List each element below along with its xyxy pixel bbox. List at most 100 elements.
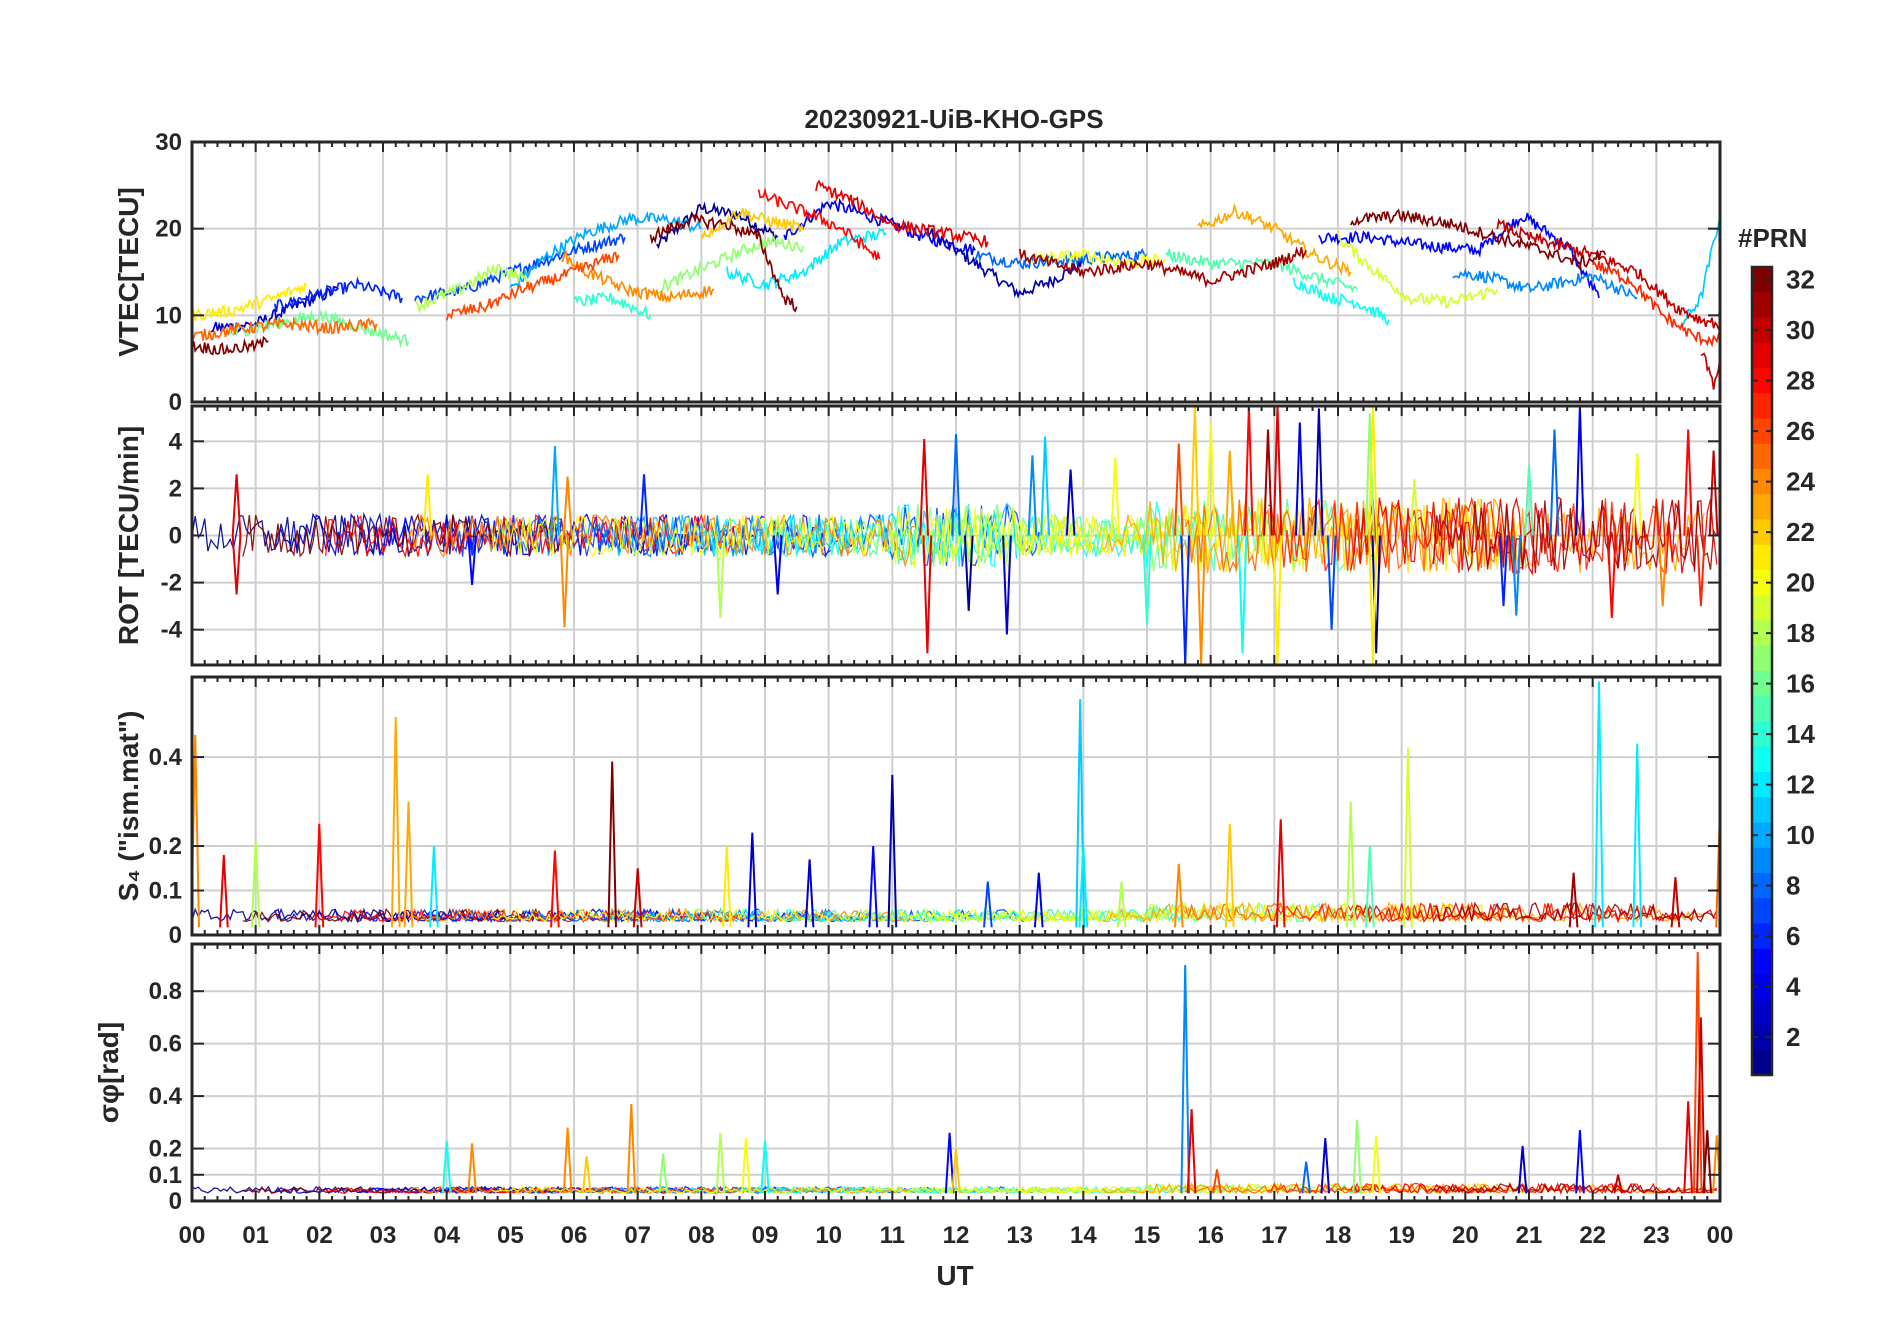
panel-rot-trace	[325, 513, 741, 559]
y-tick-label: 4	[169, 428, 183, 455]
spike-prn-18	[715, 535, 726, 618]
spike-prn-23	[403, 801, 414, 928]
x-tick-label: 09	[752, 1222, 779, 1249]
x-axis-label: UT	[936, 1260, 973, 1291]
spike-prn-18	[250, 841, 261, 928]
x-tick-label: 13	[1006, 1222, 1033, 1249]
spike-prn-12	[429, 845, 439, 928]
colorbar-segment	[1752, 393, 1772, 420]
spike-prn-6	[639, 474, 649, 536]
colorbar-segment	[1752, 519, 1772, 546]
spike-prn-22	[1224, 823, 1235, 928]
spike-prn-3	[1320, 1138, 1331, 1194]
colorbar-segment	[1752, 898, 1772, 925]
spike-prn-32	[607, 761, 617, 928]
spike-prn-29	[1275, 819, 1286, 928]
spike-prn-19	[1409, 478, 1420, 536]
panel-sigma-trace	[1184, 1182, 1501, 1196]
vtec-series-prn-11	[1681, 215, 1720, 327]
colorbar-segment	[1752, 847, 1772, 874]
spike-prn-17	[1352, 1119, 1362, 1194]
colorbar-segment	[1752, 772, 1772, 798]
vtec-series-prn-15	[1165, 249, 1358, 293]
panel-s4-trace	[407, 907, 915, 924]
vtec-series-prn-2	[924, 227, 1085, 299]
colorbar-tick-label: 18	[1786, 618, 1815, 648]
colorbar-tick-label: 30	[1786, 315, 1815, 345]
x-tick-label: 00	[1707, 1222, 1734, 1249]
spike-prn-23	[1224, 450, 1235, 536]
spike-prn-23	[390, 716, 401, 928]
panel-rot-trace	[490, 505, 1094, 570]
y-tick-label: 0.2	[149, 833, 182, 860]
panel-sigma-ticks: 00.10.2 0.4 0.6 0.8	[149, 944, 1721, 1215]
spike-prn-24	[626, 1103, 637, 1194]
colorbar-segment	[1752, 267, 1772, 293]
spike-prn-18	[715, 1132, 726, 1194]
panel-vtec-data	[192, 179, 1720, 390]
y-tick-label: 0.6	[149, 1031, 182, 1058]
colorbar-tick-label: 8	[1786, 871, 1800, 901]
spike-prn-22	[951, 1148, 961, 1194]
spike-prn-30	[1708, 450, 1719, 536]
spike-prn-20	[1632, 453, 1643, 536]
vtec-series-prn-18	[414, 263, 531, 314]
spike-prn-29	[922, 535, 933, 654]
colorbar-segment	[1752, 469, 1772, 495]
vtec-series-prn-20	[1031, 246, 1167, 269]
x-tick-label: 03	[370, 1222, 397, 1249]
colorbar-segment	[1752, 418, 1772, 445]
colorbar-segment	[1752, 494, 1772, 521]
vtec-series-prn-21	[192, 282, 308, 322]
spike-prn-7	[983, 881, 993, 928]
spike-prn-30	[632, 868, 643, 928]
spike-prn-28	[550, 850, 560, 928]
spike-prn-24	[559, 535, 570, 628]
y-tick-label: 2	[169, 475, 182, 502]
spike-prn-21	[1272, 535, 1283, 665]
vtec-series-prn-22	[700, 206, 804, 240]
spike-prn-28	[1683, 429, 1693, 536]
x-tick-label: 23	[1643, 1222, 1670, 1249]
y-tick-label: 0.4	[149, 1083, 183, 1110]
panel-s4-grid	[192, 677, 1720, 935]
spike-prn-3	[1002, 535, 1012, 635]
spike-prn-30	[1696, 1017, 1706, 1194]
y-tick-label: 0	[169, 523, 182, 550]
colorbar-segment	[1752, 746, 1772, 773]
x-tick-label: 10	[815, 1222, 842, 1249]
colorbar-segment	[1752, 696, 1772, 723]
spike-prn-24	[1657, 535, 1668, 607]
spike-prn-4	[1575, 406, 1585, 536]
spike-prn-9	[1180, 964, 1190, 1194]
vtec-series-prn-28	[757, 187, 881, 261]
colorbar-tick-label: 24	[1786, 467, 1815, 497]
colorbar-segment	[1752, 645, 1772, 672]
colorbar-tick-label: 2	[1786, 1022, 1800, 1052]
spike-prn-24	[562, 1127, 573, 1194]
y-tick-label: 0.8	[149, 978, 182, 1005]
panel-sigma-data	[192, 951, 1720, 1196]
x-tick-label: 19	[1388, 1222, 1415, 1249]
spike-prn-3	[804, 859, 815, 928]
colorbar-tick-label: 10	[1786, 820, 1815, 850]
vtec-series-prn-10	[509, 210, 702, 291]
x-tick-label: 07	[624, 1222, 651, 1249]
vtec-series-prn-14	[573, 291, 652, 321]
vtec-series-prn-12	[725, 227, 887, 290]
colorbar-tick-label: 22	[1786, 517, 1815, 547]
spike-prn-20	[1110, 457, 1120, 536]
spike-prn-31	[1568, 872, 1579, 928]
spike-prn-21	[1368, 406, 1378, 536]
colorbar-segment	[1752, 292, 1772, 319]
spike-prn-6	[1498, 535, 1509, 607]
spike-prn-26	[1174, 443, 1184, 536]
vtec-series-prn-8	[974, 247, 1148, 271]
colorbar-segment	[1752, 797, 1772, 824]
vtec-series-prn-9	[1452, 267, 1638, 300]
panel-vtec: 0 10 20 30 VTEC[TECU]	[113, 129, 1722, 416]
spike-prn-24	[1196, 535, 1206, 665]
spike-prn-25	[1715, 810, 1720, 928]
panel-vtec-ticks: 0 10 20 30	[155, 129, 1721, 416]
